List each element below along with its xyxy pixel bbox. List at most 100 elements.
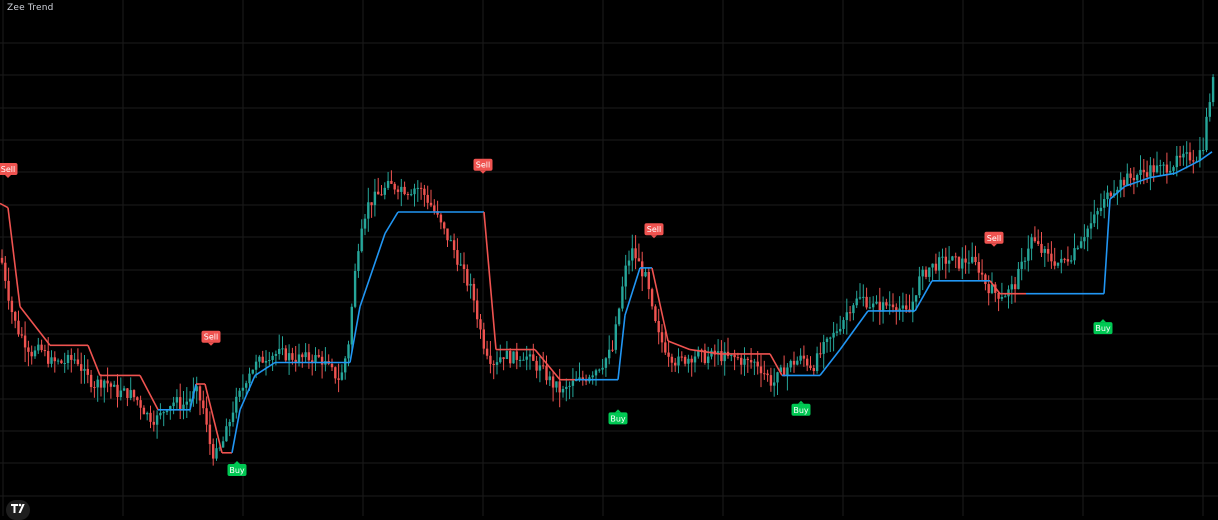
- candle-body: [974, 256, 977, 263]
- candle-body: [400, 186, 403, 192]
- candle-body: [188, 398, 192, 402]
- candle-body: [766, 373, 769, 376]
- candle-body: [1182, 153, 1185, 158]
- candle-body: [591, 375, 594, 378]
- candle-body: [525, 356, 528, 360]
- candle-body: [938, 257, 941, 271]
- candle-body: [1099, 207, 1103, 212]
- candle-body: [307, 352, 311, 361]
- candle-body: [690, 358, 693, 363]
- candle-body: [221, 441, 225, 448]
- candle-body: [1063, 258, 1066, 260]
- candle-body: [555, 381, 558, 388]
- candle-body: [245, 383, 248, 388]
- candle-body: [146, 412, 149, 415]
- candle-body: [545, 365, 548, 381]
- candle-body: [796, 360, 799, 365]
- candle-body: [439, 214, 443, 223]
- trend-line-segment: [359, 233, 386, 307]
- candle-body: [446, 228, 449, 241]
- sell-signal-label: Sell: [201, 330, 221, 346]
- candle-body: [829, 337, 832, 339]
- candle-body: [1142, 169, 1145, 173]
- candle-body: [7, 280, 10, 301]
- candle-body: [86, 368, 89, 375]
- candle-body: [680, 356, 683, 358]
- trend-line-segment: [231, 409, 241, 453]
- candle-body: [462, 264, 466, 269]
- candle-body: [957, 256, 961, 269]
- candle-body: [380, 194, 383, 196]
- signal-pointer: [991, 243, 997, 247]
- trend-line-segment: [384, 211, 399, 234]
- candle-body: [373, 191, 377, 206]
- candle-body: [1192, 160, 1195, 162]
- signal-pointer: [480, 170, 486, 174]
- candle-body: [654, 306, 657, 322]
- signal-pointer: [651, 235, 657, 239]
- candle-body: [287, 353, 291, 361]
- signal-label-text: Sell: [647, 225, 661, 234]
- candle-body: [20, 334, 23, 336]
- candle-body: [113, 384, 116, 387]
- candle-body: [687, 358, 690, 364]
- candle-body: [634, 248, 637, 259]
- candle-body: [122, 388, 126, 391]
- candle-body: [43, 350, 47, 352]
- candle-body: [80, 364, 83, 371]
- candle-body: [212, 444, 215, 459]
- candle-body: [4, 262, 7, 281]
- candle-body: [812, 368, 815, 372]
- candle-body: [865, 296, 868, 308]
- trend-line-segment: [189, 383, 197, 410]
- candle-body: [733, 354, 736, 358]
- candle-body: [862, 296, 865, 298]
- candle-body: [835, 331, 839, 333]
- tradingview-logo-icon[interactable]: [6, 500, 30, 520]
- candle-body: [1013, 284, 1017, 290]
- trend-line-segment: [839, 310, 869, 351]
- candle-body: [301, 354, 304, 358]
- candle-body: [512, 351, 515, 364]
- candle-body: [660, 332, 664, 343]
- signal-label-text: Buy: [793, 406, 809, 415]
- signal-label-box: [1093, 322, 1113, 335]
- candle-body: [1155, 165, 1159, 173]
- candle-body: [386, 180, 390, 188]
- candle-body: [459, 264, 462, 266]
- candle-body: [218, 447, 221, 449]
- buy-signal-label: Buy: [791, 400, 811, 416]
- candle-body: [479, 319, 482, 330]
- candle-body: [126, 388, 129, 398]
- candle-body: [789, 360, 792, 368]
- candle-body: [334, 367, 337, 379]
- trend-line-segment: [349, 306, 361, 363]
- candle-body: [558, 381, 561, 393]
- candle-body: [492, 363, 495, 365]
- candle-body: [924, 269, 928, 277]
- signal-pointer: [234, 461, 240, 464]
- candle-body: [977, 262, 980, 273]
- candle-body: [271, 355, 274, 360]
- candle-body: [1066, 259, 1070, 262]
- candle-body: [954, 256, 957, 258]
- trend-line-segment: [204, 383, 223, 453]
- candle-body: [416, 187, 419, 189]
- candle-body: [650, 289, 654, 307]
- candle-body: [1096, 211, 1099, 215]
- signal-pointer: [208, 342, 214, 346]
- candle-body: [70, 355, 73, 360]
- candle-body: [367, 202, 370, 219]
- candle-body: [561, 388, 565, 393]
- candle-body: [548, 376, 551, 381]
- signal-label-text: Buy: [610, 414, 626, 423]
- candle-body: [502, 357, 505, 360]
- candle-body: [604, 358, 608, 368]
- candle-body: [1211, 77, 1215, 103]
- candle-body: [1017, 268, 1020, 290]
- candle-body: [601, 367, 604, 370]
- candle-body: [571, 380, 575, 386]
- trend-line-segment: [667, 340, 691, 351]
- candle-body: [1076, 247, 1079, 249]
